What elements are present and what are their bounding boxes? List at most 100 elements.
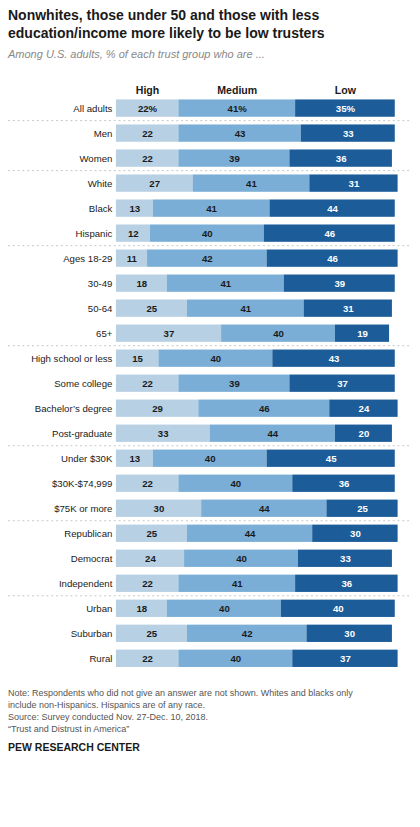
svg-text:Urban: Urban	[86, 603, 112, 614]
svg-text:13: 13	[129, 203, 140, 214]
svg-text:22: 22	[142, 378, 153, 389]
svg-text:44: 44	[245, 528, 256, 539]
svg-text:White: White	[88, 178, 113, 189]
svg-text:Bachelor’s degree: Bachelor’s degree	[35, 403, 113, 414]
svg-text:22: 22	[142, 153, 153, 164]
svg-text:37: 37	[164, 328, 175, 339]
svg-text:High: High	[136, 84, 160, 96]
svg-text:31: 31	[349, 178, 360, 189]
svg-text:25: 25	[357, 503, 368, 514]
svg-text:46: 46	[324, 228, 335, 239]
svg-text:39: 39	[334, 278, 345, 289]
svg-text:41: 41	[206, 203, 217, 214]
svg-text:39: 39	[229, 378, 240, 389]
svg-text:35%: 35%	[336, 103, 356, 114]
svg-text:25: 25	[146, 303, 157, 314]
html-text:Among U.S. adults, % of each t: Among U.S. adults, % of each trust group…	[8, 48, 265, 60]
svg-text:Independent: Independent	[59, 578, 113, 589]
svg-text:High school or less: High school or less	[31, 353, 112, 364]
svg-text:33: 33	[343, 128, 354, 139]
svg-text:11: 11	[127, 253, 138, 264]
svg-text:All adults: All adults	[73, 103, 112, 114]
html-text:education/income more likely t: education/income more likely to be low t…	[8, 25, 325, 41]
svg-text:Post-graduate: Post-graduate	[52, 428, 112, 439]
svg-text:Women: Women	[79, 153, 112, 164]
html-text:Nonwhites, those under 50 and: Nonwhites, those under 50 and those with…	[8, 7, 320, 23]
svg-text:Men: Men	[94, 128, 113, 139]
svg-text:46: 46	[327, 253, 338, 264]
svg-text:Low: Low	[335, 84, 357, 96]
svg-text:29: 29	[152, 403, 163, 414]
svg-text:40: 40	[333, 603, 344, 614]
svg-text:Some college: Some college	[54, 378, 112, 389]
svg-text:36: 36	[341, 578, 352, 589]
svg-text:19: 19	[357, 328, 368, 339]
svg-text:41: 41	[246, 178, 257, 189]
svg-text:27: 27	[149, 178, 160, 189]
svg-text:40: 40	[230, 478, 241, 489]
svg-text:65+: 65+	[96, 328, 113, 339]
svg-text:18: 18	[136, 603, 147, 614]
svg-text:40: 40	[219, 603, 230, 614]
svg-text:46: 46	[259, 403, 270, 414]
svg-text:13: 13	[129, 453, 140, 464]
svg-text:25: 25	[146, 628, 157, 639]
svg-text:30: 30	[344, 628, 355, 639]
svg-text:45: 45	[326, 453, 337, 464]
svg-text:44: 44	[259, 503, 270, 514]
svg-text:42: 42	[242, 628, 253, 639]
svg-text:40: 40	[205, 453, 216, 464]
svg-text:20: 20	[359, 428, 370, 439]
svg-text:36: 36	[336, 153, 347, 164]
svg-text:50-64: 50-64	[88, 303, 113, 314]
svg-text:Medium: Medium	[217, 84, 257, 96]
svg-text:40: 40	[202, 228, 213, 239]
svg-text:Rural: Rural	[89, 653, 112, 664]
svg-text:Republican: Republican	[64, 528, 112, 539]
svg-text:40: 40	[211, 353, 222, 364]
svg-text:30: 30	[154, 503, 165, 514]
svg-text:41%: 41%	[228, 103, 248, 114]
svg-text:39: 39	[229, 153, 240, 164]
svg-text:22: 22	[142, 478, 153, 489]
svg-text:Democrat: Democrat	[71, 553, 113, 564]
svg-text:36: 36	[339, 478, 350, 489]
svg-text:24: 24	[145, 553, 156, 564]
svg-text:40: 40	[230, 653, 241, 664]
svg-text:30: 30	[350, 528, 361, 539]
svg-text:37: 37	[340, 653, 351, 664]
svg-text:22: 22	[142, 578, 153, 589]
svg-text:15: 15	[132, 353, 143, 364]
svg-text:22%: 22%	[138, 103, 158, 114]
svg-text:44: 44	[327, 203, 338, 214]
svg-text:41: 41	[220, 278, 231, 289]
svg-text:42: 42	[202, 253, 213, 264]
svg-text:30-49: 30-49	[88, 278, 113, 289]
svg-text:12: 12	[128, 228, 139, 239]
svg-text:24: 24	[359, 403, 370, 414]
svg-text:43: 43	[329, 353, 340, 364]
svg-text:Under $30K: Under $30K	[61, 453, 113, 464]
svg-text:33: 33	[340, 553, 351, 564]
svg-text:$75K or more: $75K or more	[54, 503, 112, 514]
html-text:PEW RESEARCH CENTER: PEW RESEARCH CENTER	[8, 741, 140, 754]
svg-text:$30K-$74,999: $30K-$74,999	[52, 478, 112, 489]
svg-text:41: 41	[232, 578, 243, 589]
svg-text:37: 37	[337, 378, 348, 389]
svg-text:41: 41	[240, 303, 251, 314]
svg-text:31: 31	[343, 303, 354, 314]
svg-text:40: 40	[273, 328, 284, 339]
svg-text:22: 22	[142, 128, 153, 139]
svg-text:18: 18	[136, 278, 147, 289]
svg-text:40: 40	[236, 553, 247, 564]
html-text:Note: Respondents who did not: Note: Respondents who did not give an an…	[8, 688, 353, 699]
svg-text:Black: Black	[89, 203, 113, 214]
svg-text:43: 43	[235, 128, 246, 139]
svg-text:22: 22	[142, 653, 153, 664]
svg-text:44: 44	[267, 428, 278, 439]
svg-text:25: 25	[146, 528, 157, 539]
svg-text:Suburban: Suburban	[71, 628, 113, 639]
svg-text:Hispanic: Hispanic	[76, 228, 113, 239]
svg-text:33: 33	[158, 428, 169, 439]
svg-text:Ages 18-29: Ages 18-29	[63, 253, 112, 264]
